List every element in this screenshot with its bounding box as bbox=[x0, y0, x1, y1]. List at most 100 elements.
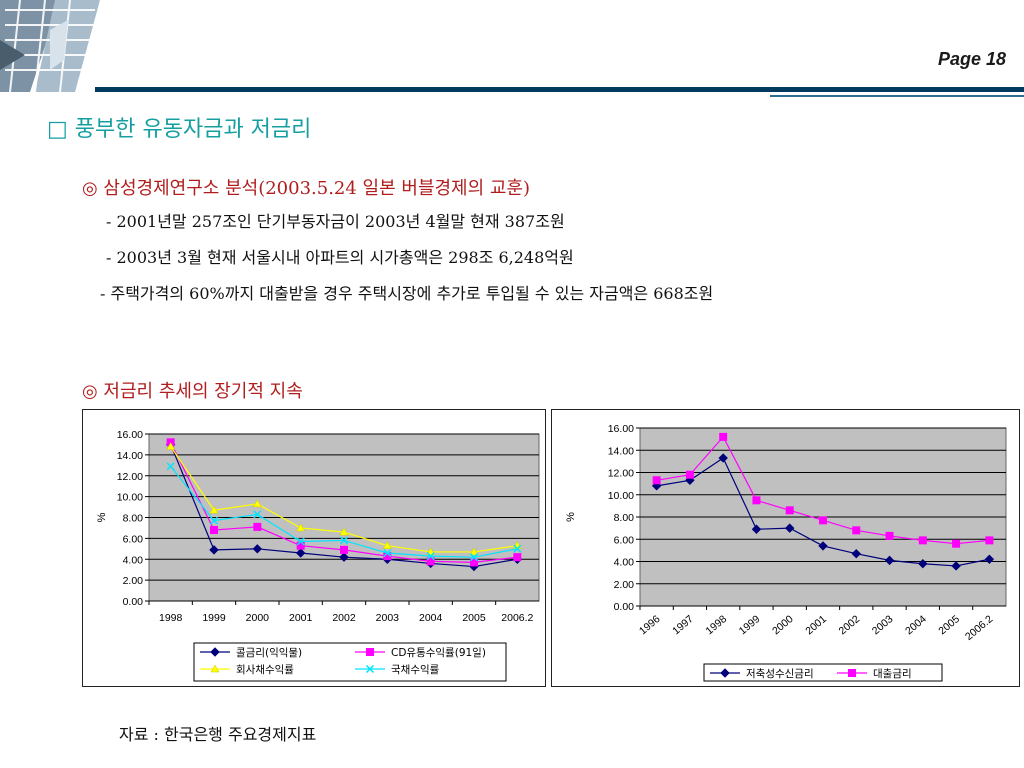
x-tick-label: 2004 bbox=[903, 613, 929, 637]
corner-decoration bbox=[0, 0, 100, 92]
source-note: 자료 : 한국은행 주요경제지표 bbox=[119, 725, 317, 744]
y-tick-label: 10.00 bbox=[608, 490, 634, 502]
bullet-item: - 2001년말 257조인 단기부동자금이 2003년 4월말 현재 387조… bbox=[106, 212, 565, 231]
data-point bbox=[751, 524, 762, 534]
legend bbox=[193, 642, 507, 682]
data-point bbox=[819, 516, 827, 525]
legend bbox=[703, 663, 943, 682]
legend-marker bbox=[210, 647, 220, 657]
y-tick-label: 4.00 bbox=[614, 557, 635, 569]
x-tick-label: 1999 bbox=[202, 612, 226, 624]
x-tick-label: 2006.2 bbox=[501, 612, 533, 624]
data-point bbox=[209, 505, 219, 514]
legend-label: 국채수익률 bbox=[391, 664, 440, 676]
y-axis-label: % bbox=[565, 512, 577, 522]
legend-label: 회사채수익률 bbox=[236, 664, 294, 676]
legend-marker bbox=[720, 668, 730, 678]
data-point bbox=[918, 559, 928, 569]
data-point bbox=[918, 536, 927, 545]
data-point bbox=[951, 561, 961, 571]
data-point bbox=[339, 552, 349, 562]
y-tick-label: 8.00 bbox=[123, 513, 144, 525]
data-point bbox=[252, 544, 263, 554]
legend-marker bbox=[848, 669, 856, 677]
x-tick-label: 2000 bbox=[246, 612, 270, 624]
x-tick-label: 1996 bbox=[637, 613, 663, 637]
data-point bbox=[469, 547, 479, 556]
chart-right-box: 0.00 2.00 4.00 6.00 8.00 10.00 12.00 14.00 16.00… bbox=[551, 409, 1020, 687]
data-point bbox=[209, 516, 219, 525]
deposit-loan-rates-chart-1996-2006: 0.00 2.00 4.00 6.00 8.00 10.00 12.00 14.00 16.00… bbox=[565, 423, 1007, 682]
data-point bbox=[513, 553, 522, 562]
data-point bbox=[885, 531, 894, 540]
bullet-item: - 2003년 3월 현재 서울시내 아파트의 시가총액은 298조 6,248… bbox=[106, 248, 574, 267]
y-tick-label: 6.00 bbox=[123, 533, 144, 545]
data-point bbox=[252, 499, 262, 508]
legend-marker bbox=[365, 664, 375, 674]
y-tick-label: 14.00 bbox=[608, 445, 634, 457]
data-point bbox=[513, 544, 522, 553]
y-tick-label: 10.00 bbox=[117, 492, 143, 504]
legend-label: 저축성수신금리 bbox=[746, 668, 814, 680]
y-tick-label: 4.00 bbox=[123, 554, 144, 566]
x-tick-label: 2004 bbox=[419, 612, 443, 624]
data-point bbox=[295, 548, 306, 558]
data-point bbox=[985, 536, 994, 545]
data-point bbox=[685, 470, 694, 479]
page-number: Page 18 bbox=[937, 49, 1006, 69]
y-tick-label: 16.00 bbox=[117, 429, 143, 441]
legend-marker bbox=[210, 664, 220, 673]
x-tick-label: 2003 bbox=[376, 612, 400, 624]
x-tick-label: 2002 bbox=[837, 613, 863, 637]
legend-marker bbox=[366, 648, 374, 656]
data-point bbox=[426, 552, 435, 561]
interest-rates-chart-1998-2006: 0.00 2.00 4.00 6.00 8.00 10.00 12.00 14.00 16.00… bbox=[96, 429, 540, 682]
data-point bbox=[253, 522, 262, 531]
x-tick-label: 2001 bbox=[289, 612, 313, 624]
legend-label: 콜금리(익익물) bbox=[236, 647, 302, 659]
slide-heading: □ 풍부한 유동자금과 저금리 bbox=[47, 117, 312, 142]
legend-label: 대출금리 bbox=[873, 668, 912, 680]
header-rule bbox=[95, 87, 1024, 92]
y-tick-label: 16.00 bbox=[608, 423, 634, 435]
data-point bbox=[383, 548, 392, 558]
data-point bbox=[469, 553, 479, 562]
x-tick-label: 1998 bbox=[159, 612, 183, 624]
analysis-bullets: - 2001년말 257조인 단기부동자금이 2003년 4월말 현재 387조… bbox=[100, 210, 713, 318]
data-point bbox=[719, 432, 728, 441]
y-tick-label: 8.00 bbox=[614, 512, 635, 524]
data-point bbox=[818, 541, 828, 551]
x-tick-label: 2002 bbox=[332, 612, 356, 624]
y-axis-label: % bbox=[96, 512, 108, 522]
section-title-analysis: ◎ 삼성경제연구소 분석(2003.5.24 일본 버블경제의 교훈) bbox=[82, 178, 531, 199]
data-point bbox=[952, 539, 961, 548]
y-tick-label: 2.00 bbox=[614, 579, 635, 591]
x-tick-label: 2006.2 bbox=[963, 613, 995, 643]
x-tick-label: 2000 bbox=[770, 613, 796, 637]
data-point bbox=[340, 545, 348, 554]
data-point bbox=[253, 510, 262, 519]
data-point bbox=[470, 558, 478, 567]
data-point bbox=[852, 526, 861, 535]
data-point bbox=[884, 555, 895, 566]
data-point bbox=[166, 442, 176, 450]
y-tick-label: 6.00 bbox=[614, 534, 635, 546]
header-rule-accent bbox=[770, 95, 1024, 97]
section-title-low-rates: ◎ 저금리 추세의 장기적 지속 bbox=[82, 381, 303, 402]
y-tick-label: 0.00 bbox=[614, 601, 635, 613]
x-tick-label: 1997 bbox=[670, 613, 696, 637]
data-point bbox=[210, 526, 218, 535]
data-point bbox=[166, 462, 175, 471]
x-tick-label: 2005 bbox=[936, 613, 962, 637]
data-point bbox=[426, 557, 435, 566]
y-tick-label: 0.00 bbox=[123, 596, 144, 608]
x-tick-label: 2005 bbox=[462, 612, 486, 624]
data-point bbox=[851, 549, 861, 559]
data-point bbox=[382, 541, 392, 549]
x-tick-label: 2003 bbox=[870, 613, 896, 637]
data-point bbox=[785, 506, 794, 515]
data-point bbox=[296, 523, 306, 532]
data-point bbox=[209, 545, 219, 555]
data-point bbox=[752, 496, 761, 505]
x-tick-label: 1998 bbox=[704, 613, 730, 637]
